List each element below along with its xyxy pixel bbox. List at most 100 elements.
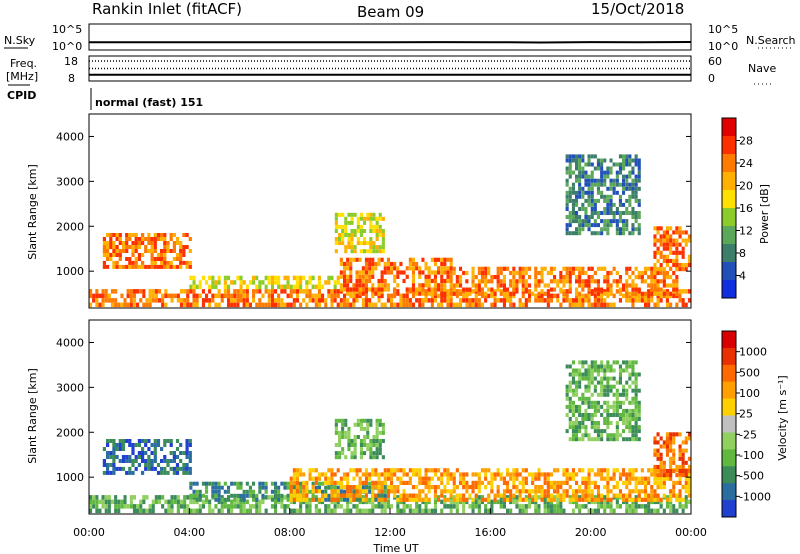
heatmap-cell [506, 508, 510, 514]
heatmap-cell [334, 229, 338, 233]
heatmap-cell [531, 291, 535, 296]
heatmap-cell [584, 360, 588, 365]
heatmap-cell [264, 485, 268, 490]
heatmap-cell [163, 257, 167, 261]
heatmap-cell [192, 302, 196, 308]
heatmap-cell [587, 493, 591, 498]
heatmap-cell [584, 283, 588, 288]
heatmap-cell [581, 437, 585, 442]
heatmap-cell [622, 384, 626, 389]
heatmap-cell [163, 233, 167, 237]
colorbar-swatch [722, 466, 736, 484]
heatmap-cell [452, 485, 456, 490]
heatmap-cell [339, 497, 343, 502]
heatmap-cell [283, 284, 287, 290]
heatmap-cell [125, 257, 129, 261]
heatmap-cell [148, 298, 152, 303]
heatmap-cell [612, 400, 616, 405]
heatmap-cell [299, 508, 303, 514]
heatmap-cell [117, 302, 121, 308]
heatmap-cell [618, 215, 622, 219]
heatmap-cell [128, 443, 132, 447]
heatmap-cell [581, 219, 585, 224]
heatmap-cell [150, 245, 154, 249]
heatmap-cell [339, 504, 343, 509]
x-tick-label: 20:00 [575, 526, 607, 539]
heatmap-cell [427, 480, 431, 485]
heatmap-cell [506, 287, 510, 292]
heatmap-cell [681, 504, 685, 509]
heatmap-cell [568, 170, 572, 175]
heatmap-cell [433, 274, 437, 279]
heatmap-cell [575, 287, 579, 292]
heatmap-cell [371, 283, 375, 288]
x-tick-label: 08:00 [274, 526, 306, 539]
heatmap-cell [427, 266, 431, 271]
heatmap-cell [681, 485, 685, 490]
heatmap-cell [308, 472, 312, 477]
heatmap-cell [427, 274, 431, 279]
heatmap-cell [474, 493, 478, 498]
heatmap-cell [568, 198, 572, 203]
heatmap-cell [578, 504, 582, 509]
heatmap-cell [653, 242, 657, 247]
heatmap-cell [368, 489, 372, 494]
heatmap-cell [578, 154, 582, 159]
heatmap-cell [361, 266, 365, 271]
heatmap-cell [524, 489, 528, 494]
heatmap-cell [411, 497, 415, 502]
heatmap-cell [590, 468, 594, 473]
heatmap-cell [381, 237, 385, 241]
heatmap-cell [681, 440, 685, 445]
heatmap-cell [336, 489, 340, 494]
heatmap-cell [637, 476, 641, 481]
heatmap-cell [443, 497, 447, 502]
heatmap-cell [537, 298, 541, 303]
heatmap-cell [355, 257, 359, 262]
heatmap-cell [603, 388, 607, 393]
heatmap-cell [609, 283, 613, 288]
heatmap-cell [625, 279, 629, 284]
heatmap-cell [363, 443, 367, 447]
heatmap-cell [603, 429, 607, 434]
heatmap-cell [411, 283, 415, 288]
heatmap-cell [295, 476, 299, 481]
heatmap-cell [678, 493, 682, 498]
heatmap-cell [239, 481, 243, 486]
heatmap-cell [112, 447, 116, 451]
heatmap-cell [496, 468, 500, 473]
heatmap-cell [675, 242, 679, 247]
heatmap-cell [584, 174, 588, 179]
heatmap-cell [490, 279, 494, 284]
heatmap-cell [343, 278, 347, 284]
heatmap-cell [562, 493, 566, 498]
heatmap-cell [556, 493, 560, 498]
heatmap-cell [662, 440, 666, 445]
heatmap-cell [161, 298, 165, 303]
heatmap-cell [549, 493, 553, 498]
heatmap-cell [356, 229, 360, 233]
heatmap-cell [606, 364, 610, 369]
heatmap-cell [208, 289, 212, 294]
heatmap-cell [233, 493, 237, 498]
heatmap-cell [553, 495, 557, 500]
heatmap-cell [568, 166, 572, 171]
heatmap-cell [672, 493, 676, 498]
heatmap-cell [634, 219, 638, 224]
heatmap-cell [195, 499, 199, 505]
heatmap-cell [618, 194, 622, 199]
heatmap-cell [418, 287, 422, 292]
heatmap-cell [568, 364, 572, 369]
heatmap-cell [163, 459, 167, 463]
heatmap-cell [665, 432, 669, 437]
heatmap-cell [578, 421, 582, 425]
colorbar-swatch [722, 190, 736, 209]
heatmap-cell [593, 508, 597, 514]
heatmap-cell [596, 380, 600, 385]
heatmap-cell [459, 291, 463, 296]
heatmap-cell [587, 376, 591, 381]
heatmap-cell [346, 266, 350, 271]
heatmap-cell [521, 287, 525, 292]
heatmap-cell [338, 418, 342, 423]
heatmap-cell [449, 291, 453, 296]
